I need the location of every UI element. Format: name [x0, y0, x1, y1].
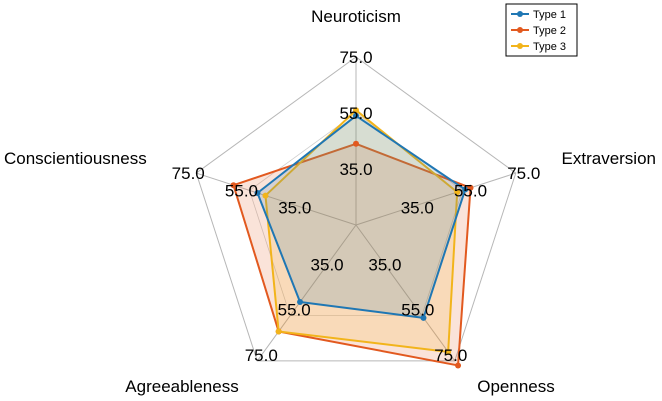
- tick-label-openness-35: 35.0: [368, 255, 401, 274]
- series-type-1-point-openness: [420, 314, 427, 321]
- axis-label-agreeableness: Agreeableness: [125, 377, 238, 396]
- axis-label-openness: Openness: [477, 377, 555, 396]
- series-type-3-point-extraversion: [454, 189, 461, 196]
- series-type-3-point-neuroticism: [353, 107, 359, 114]
- tick-label-conscientiousness-75: 75.0: [172, 164, 205, 183]
- tick-label-openness-75: 75.0: [434, 346, 467, 365]
- series-type-2-point-conscientiousness: [230, 182, 237, 189]
- legend: Type 1 Type 2 Type 3: [505, 3, 578, 57]
- series-type-2-point-extraversion: [467, 184, 474, 191]
- legend-label-type-3: Type 3: [533, 41, 566, 53]
- legend-marker-type-2: [517, 27, 523, 33]
- series-type-2-point-openness: [455, 362, 462, 369]
- series-type-1-point-neuroticism: [353, 112, 359, 119]
- legend-label-type-2: Type 2: [533, 25, 566, 37]
- series-type-1-point-conscientiousness: [254, 189, 261, 196]
- series-type-1-point-extraversion: [462, 186, 469, 193]
- tick-label-agreeableness-55: 55.0: [278, 301, 311, 320]
- series-type-1-point-agreeableness: [297, 299, 304, 306]
- grid-spoke-extraversion: [355, 172, 516, 226]
- series-type-1-area: [256, 114, 467, 319]
- grid-outer-ring: [195, 56, 517, 362]
- radar-series: [230, 107, 474, 369]
- grid-spoke-conscientiousness: [196, 172, 357, 226]
- grid-spoke-agreeableness: [256, 224, 357, 362]
- series-type-3-area: [264, 109, 459, 353]
- radar-tick-labels: 35.0 55.0 75.0 35.0 55.0 75.0 35.0 55.0 75.0 35.0…: [172, 48, 541, 365]
- tick-label-conscientiousness-55: 55.0: [225, 181, 258, 200]
- grid-spoke-openness: [355, 224, 456, 362]
- axis-label-conscientiousness: Conscientiousness: [4, 149, 147, 168]
- axis-label-neuroticism: Neuroticism: [311, 7, 401, 26]
- tick-label-extraversion-55: 55.0: [454, 181, 487, 200]
- series-type-3-point-conscientiousness: [262, 192, 269, 199]
- tick-label-neuroticism-55: 55.0: [339, 104, 372, 123]
- tick-label-extraversion-75: 75.0: [507, 164, 540, 183]
- series-type-2-point-neuroticism: [353, 140, 359, 147]
- series-type-3-point-agreeableness: [275, 328, 282, 335]
- tick-label-extraversion-35: 35.0: [401, 199, 434, 218]
- tick-label-agreeableness-35: 35.0: [311, 255, 344, 274]
- tick-label-conscientiousness-35: 35.0: [278, 199, 311, 218]
- radar-axis-labels: Neuroticism Extraversion Openness Agreea…: [4, 7, 656, 396]
- tick-label-neuroticism-35: 35.0: [339, 160, 372, 179]
- axis-label-extraversion: Extraversion: [562, 149, 656, 168]
- legend-marker-type-3: [517, 43, 523, 49]
- tick-label-neuroticism-75: 75.0: [339, 48, 372, 67]
- legend-label-type-1: Type 1: [533, 9, 566, 21]
- legend-marker-type-1: [517, 11, 523, 17]
- tick-label-agreeableness-75: 75.0: [245, 346, 278, 365]
- series-type-3-point-openness: [445, 348, 452, 355]
- tick-label-openness-55: 55.0: [401, 301, 434, 320]
